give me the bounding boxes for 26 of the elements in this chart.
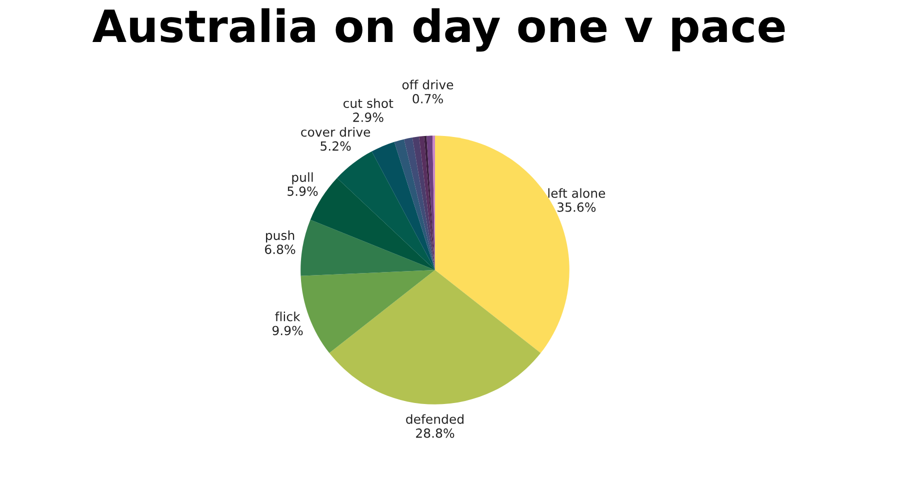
pie-slice xyxy=(300,220,435,276)
pie-slice xyxy=(418,136,435,270)
slice-label: cover drive xyxy=(301,127,370,137)
slice-label: cut shot xyxy=(343,98,394,108)
slice-label: push xyxy=(266,230,294,242)
data-label: 6.8% xyxy=(265,244,296,254)
pie-slice xyxy=(412,136,435,270)
data-label: 9.9% xyxy=(272,326,303,336)
slice-label: left alone xyxy=(548,188,606,198)
pie-slice xyxy=(372,142,435,270)
slice-label: off drive xyxy=(402,80,454,90)
data-label: 2.9% xyxy=(353,112,384,122)
slice-label: pull xyxy=(292,172,313,184)
pie-slice xyxy=(394,139,435,270)
data-label: 5.2% xyxy=(320,141,351,151)
data-label: 28.8% xyxy=(416,428,454,438)
slice-label: flick xyxy=(275,312,300,322)
pie-slice xyxy=(424,136,435,270)
slice-label: defended xyxy=(406,414,464,424)
data-label: 5.9% xyxy=(288,186,318,196)
chart-title: Australia on day one v pace xyxy=(92,8,785,52)
data-label: 0.7% xyxy=(412,94,443,104)
pie-slice xyxy=(329,270,541,404)
pie-slice xyxy=(337,151,435,270)
pie-slice xyxy=(404,138,435,270)
data-label: 35.6% xyxy=(558,202,596,212)
